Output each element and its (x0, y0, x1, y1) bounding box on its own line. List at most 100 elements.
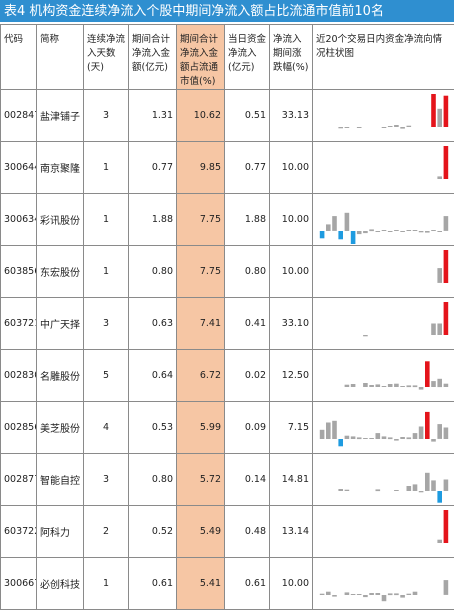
flow-bar-chart (313, 90, 454, 141)
flow-bar (413, 385, 418, 387)
cell-days: 3 (84, 454, 129, 506)
cell-ratio: 6.72 (177, 350, 225, 402)
flow-bar (363, 383, 368, 387)
flow-bar (444, 302, 449, 335)
cell-code: 002856 (1, 402, 37, 454)
cell-today: 0.02 (225, 350, 270, 402)
cell-total: 0.80 (129, 246, 177, 298)
flow-bar (394, 230, 399, 231)
flow-bar (437, 540, 442, 543)
cell-days: 1 (84, 194, 129, 246)
cell-days: 3 (84, 298, 129, 350)
flow-bar (320, 594, 325, 595)
flow-bar (338, 231, 343, 239)
flow-bar (437, 491, 442, 503)
flow-bar (425, 231, 430, 233)
cell-total: 1.31 (129, 90, 177, 142)
flow-bar (413, 230, 418, 231)
flow-bar (326, 224, 331, 231)
flow-bar (351, 594, 356, 595)
cell-change: 12.50 (270, 350, 313, 402)
cell-code: 603721 (1, 298, 37, 350)
cell-total: 1.88 (129, 194, 177, 246)
cell-ratio: 7.75 (177, 246, 225, 298)
flow-bar (357, 437, 362, 439)
flow-bar (345, 213, 350, 231)
flow-bar-chart (313, 350, 454, 401)
flow-bar (400, 595, 405, 598)
flow-bar (437, 268, 442, 283)
flow-bar (363, 438, 368, 439)
cell-days: 4 (84, 402, 129, 454)
flow-bar-chart (313, 402, 454, 453)
flow-bar (431, 230, 436, 231)
flow-bar (425, 361, 430, 387)
flow-bar (437, 424, 442, 439)
flow-bar (363, 595, 368, 597)
cell-ratio: 7.41 (177, 298, 225, 350)
flow-bar (425, 473, 430, 491)
flow-bar (382, 436, 387, 439)
flow-bar (437, 176, 442, 179)
flow-bar (357, 594, 362, 595)
cell-ratio: 5.72 (177, 454, 225, 506)
cell-code: 002847 (1, 90, 37, 142)
flow-bar (382, 386, 387, 387)
cell-name: 美芝股份 (37, 402, 84, 454)
flow-bar (369, 438, 374, 439)
cell-code: 002877 (1, 454, 37, 506)
header-ratio: 期间合计净流入金额占流通市值(%) (177, 25, 225, 90)
cell-name: 南京聚隆 (37, 142, 84, 194)
cell-change: 7.15 (270, 402, 313, 454)
flow-bar (400, 231, 405, 232)
header-change: 净流入期间涨跌幅(%) (270, 25, 313, 90)
flow-bar (351, 436, 356, 439)
flow-bar (345, 436, 350, 439)
flow-bar (345, 592, 350, 595)
flow-bar (345, 490, 350, 491)
cell-chart (313, 90, 454, 142)
cell-chart (313, 298, 454, 350)
flow-bar (431, 480, 436, 491)
cell-code: 300644 (1, 142, 37, 194)
flow-bar (444, 216, 449, 231)
flow-bar (376, 593, 381, 595)
flow-bar (332, 216, 337, 231)
cell-name: 名雕股份 (37, 350, 84, 402)
flow-bar (394, 439, 399, 441)
flow-bar (376, 433, 381, 439)
flow-bar (444, 480, 449, 492)
flow-bar (394, 593, 399, 595)
flow-bar (338, 439, 343, 446)
flow-bar (320, 231, 325, 238)
cell-chart (313, 246, 454, 298)
cell-code: 300634 (1, 194, 37, 246)
flow-bar (351, 231, 356, 244)
cell-total: 0.77 (129, 142, 177, 194)
flow-bar (351, 384, 356, 387)
flow-bar (388, 437, 393, 439)
cell-code: 603722 (1, 506, 37, 558)
flow-bar (376, 231, 381, 232)
cell-days: 2 (84, 506, 129, 558)
flow-bar-chart (313, 558, 454, 609)
cell-ratio: 10.62 (177, 90, 225, 142)
flow-bar (407, 437, 412, 439)
flow-bar (425, 412, 430, 439)
flow-bar (437, 231, 442, 232)
cell-name: 智能自控 (37, 454, 84, 506)
cell-name: 阿科力 (37, 506, 84, 558)
cell-chart (313, 454, 454, 506)
cell-change: 10.00 (270, 246, 313, 298)
flow-bar (363, 335, 368, 336)
cell-chart (313, 194, 454, 246)
cell-total: 0.64 (129, 350, 177, 402)
flow-bar (320, 430, 325, 439)
flow-bar (376, 384, 381, 387)
flow-bar (394, 384, 399, 387)
